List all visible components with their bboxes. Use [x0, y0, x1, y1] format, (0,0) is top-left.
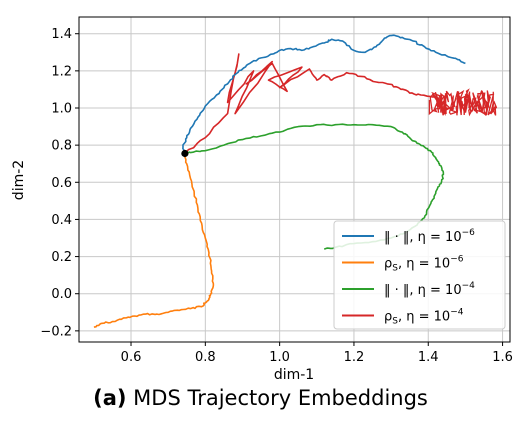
plot-frame: [78, 16, 511, 343]
legend-label-subscript: S: [392, 264, 398, 274]
legend-label-tail: , η = 10: [398, 310, 450, 325]
legend-label-main: ‖ · ‖, η = 10: [384, 230, 462, 245]
x-tick-label: 1.2: [344, 350, 365, 365]
y-tick-label: −0.2: [40, 324, 72, 339]
start-point-marker: [181, 149, 189, 158]
y-tick-label: 0.2: [51, 250, 72, 265]
x-axis-label: dim-1: [274, 367, 314, 383]
series-line-0: [182, 34, 466, 155]
legend-label-subscript: S: [392, 317, 398, 327]
oscillation-cluster: [428, 88, 498, 117]
legend-label-2: ‖ · ‖, η = 10−4: [384, 281, 475, 298]
legend-label-exponent: −6: [462, 228, 476, 238]
legend: ‖ · ‖, η = 10−6ρS, η = 10−6‖ · ‖, η = 10…: [333, 220, 506, 330]
legend-label-main: ρ: [384, 257, 392, 272]
caption-label: (a): [93, 386, 127, 410]
y-tick-label: 1.2: [51, 64, 72, 79]
x-tick-label: 0.6: [121, 350, 142, 365]
y-axis-label: dim-2: [11, 160, 27, 200]
legend-label-1: ρS, η = 10−6: [384, 255, 464, 274]
x-tick-label: 1.4: [418, 350, 439, 365]
series-line-3: [184, 53, 436, 155]
legend-label-exponent: −6: [450, 255, 464, 265]
y-tick-label: 0.4: [51, 213, 72, 228]
figure-caption: (a) MDS Trajectory Embeddings: [0, 386, 521, 410]
x-tick-label: 0.8: [195, 350, 216, 365]
x-tick-label: 1.6: [492, 350, 513, 365]
legend-label-main: ρ: [384, 310, 392, 325]
series-line-1: [93, 153, 215, 328]
legend-label-0: ‖ · ‖, η = 10−6: [384, 228, 475, 245]
legend-box: [333, 220, 506, 330]
y-tick-label: 0.8: [51, 139, 72, 154]
y-tick-label: 0.6: [51, 176, 72, 191]
legend-label-main: ‖ · ‖, η = 10: [384, 283, 462, 298]
legend-label-3: ρS, η = 10−4: [384, 308, 464, 327]
caption-text: MDS Trajectory Embeddings: [126, 386, 428, 410]
x-tick-label: 1.0: [269, 350, 290, 365]
y-tick-label: 1.4: [51, 27, 72, 42]
y-tick-label: 0.0: [51, 287, 72, 302]
y-tick-label: 1.0: [51, 102, 72, 117]
legend-label-exponent: −4: [450, 308, 464, 318]
axis-ticks: 0.6 0.8 1.0 1.2 1.4 1.6 −0.2 0.0 0.2 0.4 0.6 0.8 1.0…: [40, 27, 512, 365]
legend-label-exponent: −4: [462, 281, 476, 291]
legend-label-tail: , η = 10: [398, 257, 450, 272]
